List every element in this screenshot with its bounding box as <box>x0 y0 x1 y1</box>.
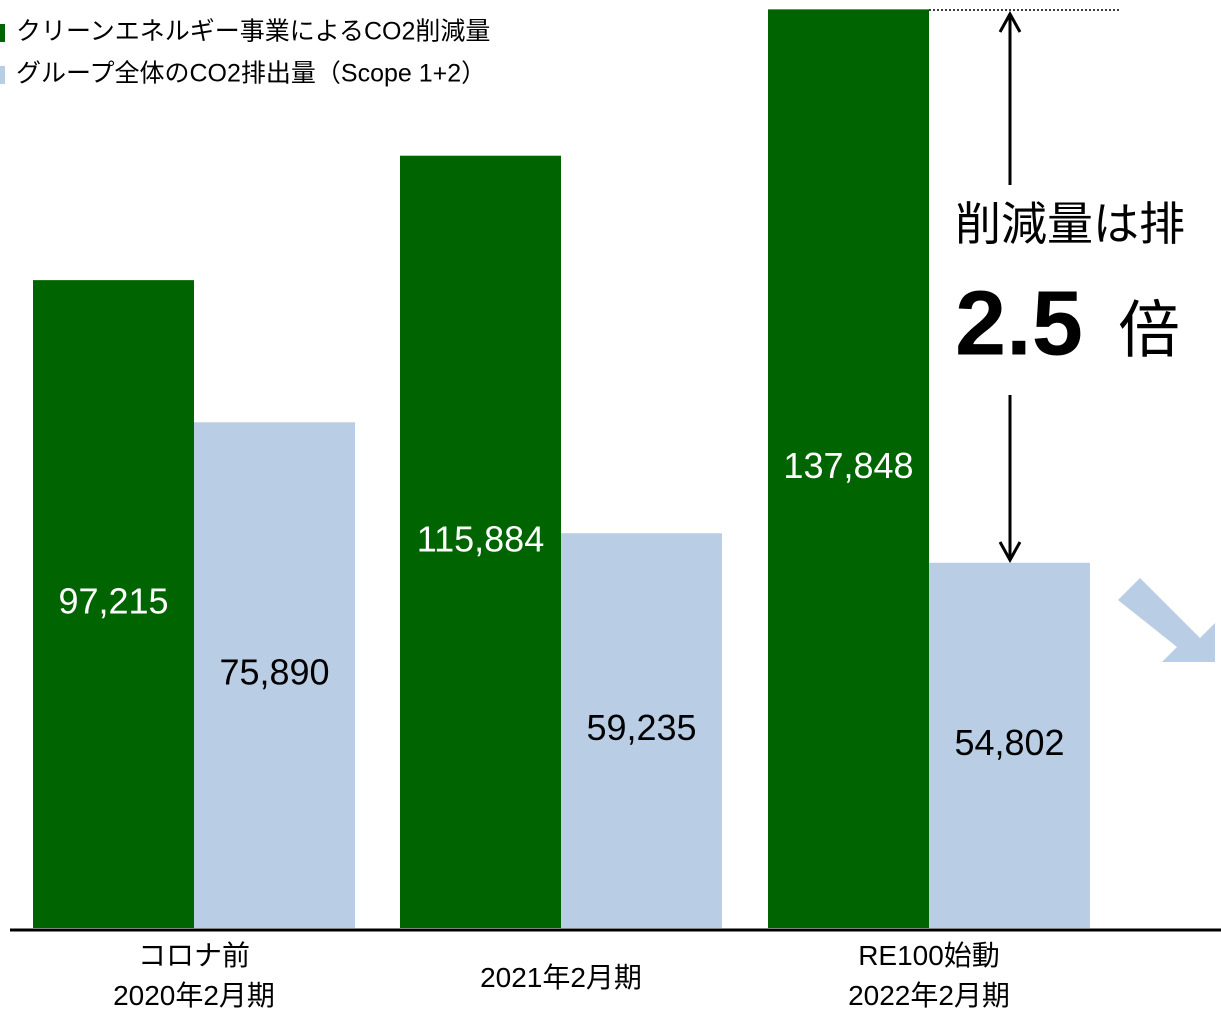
legend-label: グループ全体のCO2排出量（Scope 1+2） <box>16 60 486 88</box>
bar <box>194 422 355 928</box>
bar <box>400 155 561 928</box>
annotation-unit: 倍 <box>1118 296 1180 365</box>
x-tick-label: RE100始動 2022年2月期 <box>848 940 1010 1011</box>
value-label: 97,215 <box>58 581 168 622</box>
value-label: 137,848 <box>783 445 913 486</box>
legend-swatch <box>0 66 5 84</box>
bar <box>929 562 1090 928</box>
annotation-number: 2.5 <box>955 272 1083 374</box>
bar <box>33 280 194 928</box>
value-label: 115,884 <box>417 518 544 559</box>
value-label: 59,235 <box>586 707 696 748</box>
annotation: 削減量は排 <box>955 198 1185 250</box>
value-label: 54,802 <box>954 722 1064 763</box>
x-tick-label: コロナ前 2020年2月期 <box>113 940 275 1011</box>
bar <box>768 9 929 928</box>
x-tick-label: 2021年2月期 <box>480 962 642 993</box>
legend-swatch <box>0 24 5 42</box>
double-arrow <box>998 10 1022 564</box>
decrease-arrow <box>1118 578 1215 662</box>
value-label: 75,890 <box>219 652 329 693</box>
legend-label: クリーンエネルギー事業によるCO2削減量 <box>16 18 490 46</box>
bar <box>561 533 722 928</box>
